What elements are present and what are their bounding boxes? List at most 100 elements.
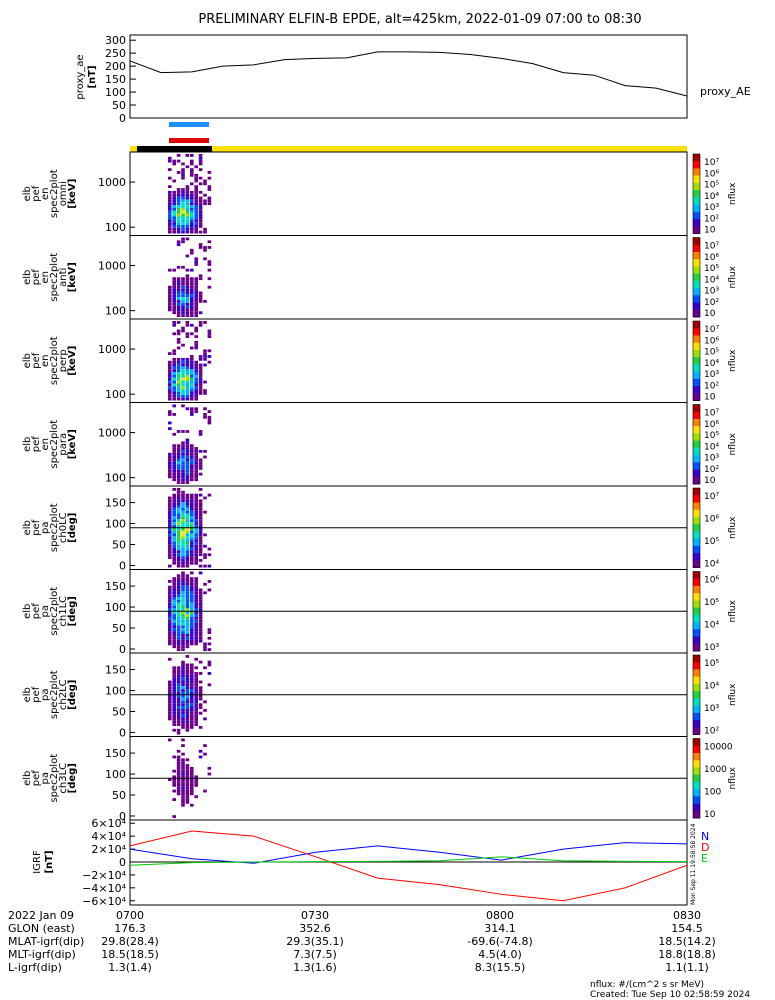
colorbar-swatch — [693, 720, 700, 728]
heatmap-cell — [181, 363, 185, 367]
row-label-mlat: MLAT-igrf(dip) — [8, 935, 84, 948]
heatmap-cell — [194, 369, 198, 373]
heatmap-cell — [198, 516, 203, 520]
heatmap-cell — [194, 499, 198, 503]
heatmap-cell — [194, 222, 198, 225]
colorbar-tick-label: 10⁵ — [704, 348, 719, 358]
heatmap-cell — [190, 444, 194, 448]
heatmap-cell — [172, 213, 176, 217]
mlat-0700: 29.8(28.4) — [101, 935, 159, 948]
heatmap-cell — [172, 510, 176, 514]
heatmap-cell — [198, 493, 203, 497]
heatmap-cell — [176, 338, 181, 341]
heatmap-cell — [185, 165, 190, 169]
heatmap-cell — [198, 544, 203, 548]
heatmap-cell — [185, 677, 190, 681]
colorbar-swatch — [693, 767, 700, 776]
heatmap-cell — [176, 558, 181, 562]
heatmap-cell — [168, 308, 172, 312]
heatmap-cell — [198, 711, 203, 715]
heatmap-cell — [190, 413, 194, 416]
colorbar-swatch — [693, 509, 700, 518]
heatmap-cell — [172, 591, 176, 595]
heatmap-cell — [176, 383, 181, 387]
heatmap-cell — [185, 386, 190, 390]
heatmap-cell — [172, 639, 176, 643]
heatmap-cell — [190, 616, 194, 620]
colorbar-swatch — [693, 251, 700, 260]
heatmap-cell — [194, 205, 198, 208]
heatmap-cell — [194, 553, 198, 557]
colorbar-swatch — [693, 447, 700, 456]
colorbar-swatch — [693, 349, 700, 358]
heatmap-cell — [176, 680, 181, 684]
heatmap-cell — [194, 335, 198, 339]
heatmap-cell — [185, 277, 190, 281]
heatmap-cell — [190, 407, 194, 411]
heatmap-cell — [198, 213, 203, 217]
heatmap-cell — [185, 527, 190, 531]
ylabel-line: elb — [22, 520, 33, 535]
colorbar-tick-label: 10⁷ — [704, 492, 719, 502]
heatmap-cell — [190, 299, 194, 303]
heatmap-cell — [203, 380, 207, 384]
heatmap-cell — [181, 374, 185, 378]
ae-series-line — [129, 51, 688, 97]
heatmap-cell — [172, 493, 176, 497]
heatmap-cell — [194, 386, 198, 390]
heatmap-cell — [194, 616, 198, 620]
heatmap-cell — [176, 461, 181, 465]
colorbar-tick-label: 10⁶ — [704, 515, 719, 525]
heatmap-cell — [181, 329, 185, 333]
heatmap-cell — [176, 466, 181, 470]
heatmap-cell — [190, 550, 194, 554]
heatmap-cell — [172, 686, 176, 690]
heatmap-cell — [172, 444, 176, 448]
heatmap-cell — [203, 752, 207, 756]
heatmap-cell — [207, 631, 212, 634]
heatmap-cell — [168, 522, 172, 525]
heatmap-cell — [198, 639, 203, 643]
heatmap-cell — [194, 297, 198, 300]
heatmap-cell — [194, 625, 198, 629]
heatmap-cell — [185, 778, 190, 782]
heatmap-cell — [185, 199, 190, 203]
heatmap-cell — [190, 410, 194, 414]
heatmap-cell — [176, 507, 181, 511]
heatmap-cell — [194, 219, 198, 223]
heatmap-cell — [194, 202, 198, 206]
ylabel-line: spec2plot — [49, 420, 60, 469]
heatmap-cell — [181, 464, 185, 467]
heatmap-cell — [190, 173, 194, 177]
heatmap-cell — [185, 599, 190, 603]
colorbar-tick-label: 10⁵ — [704, 181, 719, 191]
heatmap-cell — [194, 580, 198, 583]
ae-legend: proxy_AE — [700, 85, 751, 98]
heatmap-cell — [172, 374, 176, 378]
heatmap-cell — [181, 689, 185, 692]
heatmap-cell — [176, 377, 181, 381]
heatmap-cell — [190, 803, 194, 807]
heatmap-cell — [172, 691, 176, 695]
heatmap-cell — [172, 499, 176, 503]
colorbar-swatch — [693, 309, 700, 318]
colorbar-swatch — [693, 273, 700, 282]
heatmap-cell — [185, 366, 190, 370]
heatmap-cell — [168, 556, 172, 559]
heatmap-cell — [181, 176, 185, 180]
heatmap-cell — [194, 294, 198, 298]
heatmap-cell — [181, 168, 185, 172]
heatmap-cell — [194, 502, 198, 506]
heatmap-cell — [181, 605, 185, 609]
heatmap-cell — [190, 268, 194, 272]
heatmap-cell — [194, 636, 198, 640]
heatmap-cell — [198, 519, 203, 523]
heatmap-cell — [176, 490, 181, 494]
heatmap-cell — [168, 636, 172, 640]
heatmap-cell — [190, 363, 194, 367]
colorbar-swatch — [693, 364, 700, 373]
heatmap-cell — [194, 230, 198, 234]
ylabel-line: pa — [40, 605, 51, 617]
heatmap-cell — [190, 602, 194, 606]
